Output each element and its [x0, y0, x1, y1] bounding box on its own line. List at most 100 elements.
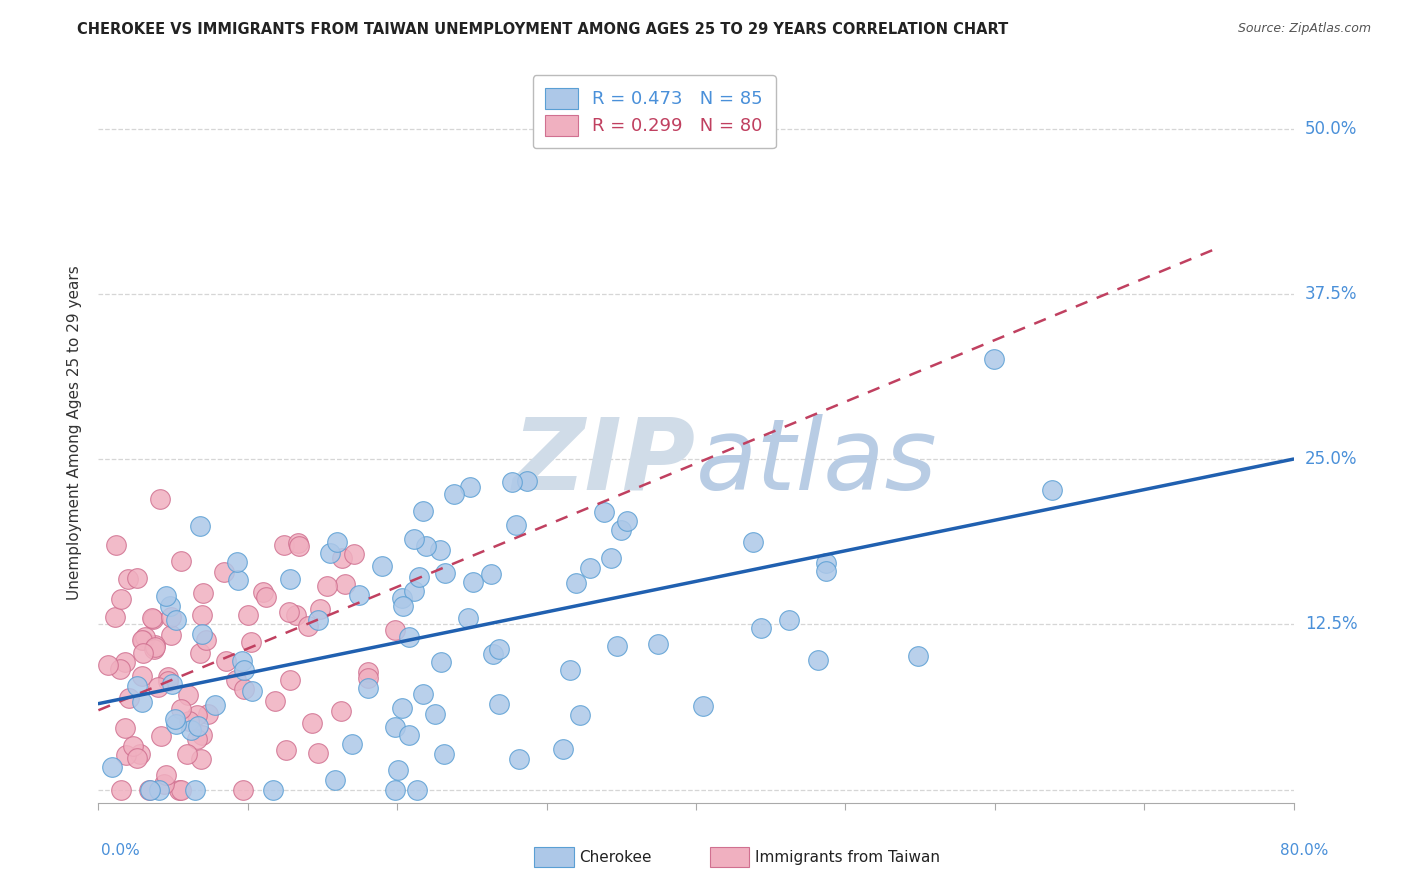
Point	[157, 673, 180, 688]
Point	[384, 782, 406, 797]
Point	[180, 723, 202, 738]
Point	[287, 536, 309, 550]
Point	[225, 673, 247, 687]
Point	[488, 698, 510, 712]
Point	[132, 632, 155, 647]
Point	[149, 729, 172, 743]
Point	[508, 751, 530, 765]
Point	[326, 535, 349, 549]
Point	[186, 708, 208, 723]
Point	[329, 704, 352, 718]
Point	[288, 539, 311, 553]
Point	[404, 583, 426, 598]
Point	[433, 747, 456, 762]
Point	[592, 505, 614, 519]
Point	[204, 698, 226, 713]
Point	[404, 532, 426, 546]
Point	[749, 621, 772, 635]
Point	[125, 571, 148, 585]
Point	[408, 570, 430, 584]
Point	[141, 610, 163, 624]
Point	[318, 546, 340, 560]
Point	[284, 608, 307, 623]
Point	[387, 764, 409, 778]
Point	[121, 739, 143, 753]
Point	[212, 566, 235, 580]
Point	[983, 352, 1005, 367]
Point	[131, 695, 153, 709]
Point	[131, 669, 153, 683]
Point	[240, 635, 263, 649]
Point	[117, 572, 139, 586]
Point	[188, 518, 211, 533]
Point	[814, 556, 837, 570]
Point	[184, 782, 207, 797]
Point	[391, 591, 413, 605]
Point	[457, 611, 479, 625]
Point	[384, 623, 406, 637]
Point	[127, 751, 149, 765]
Point	[153, 777, 176, 791]
Point	[323, 773, 346, 788]
Point	[264, 693, 287, 707]
Point	[488, 642, 510, 657]
Point	[579, 561, 602, 575]
Point	[232, 782, 254, 797]
Point	[308, 601, 330, 615]
Point	[195, 632, 218, 647]
Point	[335, 577, 357, 591]
Text: atlas: atlas	[696, 414, 938, 511]
Point	[371, 559, 394, 574]
Point	[307, 613, 329, 627]
Point	[191, 626, 214, 640]
Point	[342, 737, 364, 751]
Point	[170, 782, 193, 797]
Point	[501, 475, 523, 490]
Point	[357, 671, 380, 685]
Point	[236, 607, 259, 622]
Point	[423, 706, 446, 721]
Text: 0.0%: 0.0%	[101, 843, 141, 858]
Point	[412, 504, 434, 518]
Point	[143, 640, 166, 655]
Point	[479, 567, 502, 582]
Point	[170, 554, 193, 568]
Point	[118, 691, 141, 706]
Point	[159, 610, 181, 624]
Point	[301, 715, 323, 730]
Point	[606, 639, 628, 653]
Point	[110, 592, 132, 607]
Point	[553, 741, 575, 756]
Point	[415, 540, 437, 554]
Y-axis label: Unemployment Among Ages 25 to 29 years: Unemployment Among Ages 25 to 29 years	[67, 265, 83, 600]
Point	[191, 608, 214, 623]
Point	[482, 647, 505, 661]
Point	[233, 663, 256, 677]
Point	[558, 663, 581, 677]
Point	[274, 743, 297, 757]
Point	[138, 782, 160, 797]
Point	[391, 701, 413, 715]
Point	[215, 654, 238, 668]
Point	[516, 474, 538, 488]
Point	[186, 732, 208, 747]
Point	[316, 579, 339, 593]
Point	[273, 538, 295, 552]
Legend: R = 0.473   N = 85, R = 0.299   N = 80: R = 0.473 N = 85, R = 0.299 N = 80	[533, 75, 776, 148]
Point	[226, 555, 249, 569]
Point	[741, 535, 763, 549]
Point	[443, 487, 465, 501]
Point	[159, 599, 181, 613]
Point	[132, 647, 155, 661]
Point	[165, 716, 187, 731]
Point	[155, 768, 177, 782]
Point	[177, 714, 200, 728]
Point	[155, 589, 177, 603]
Point	[139, 782, 162, 797]
Point	[252, 584, 274, 599]
Point	[177, 688, 200, 702]
Point	[357, 665, 380, 680]
Point	[176, 747, 198, 762]
Point	[108, 662, 131, 676]
Point	[188, 646, 211, 660]
